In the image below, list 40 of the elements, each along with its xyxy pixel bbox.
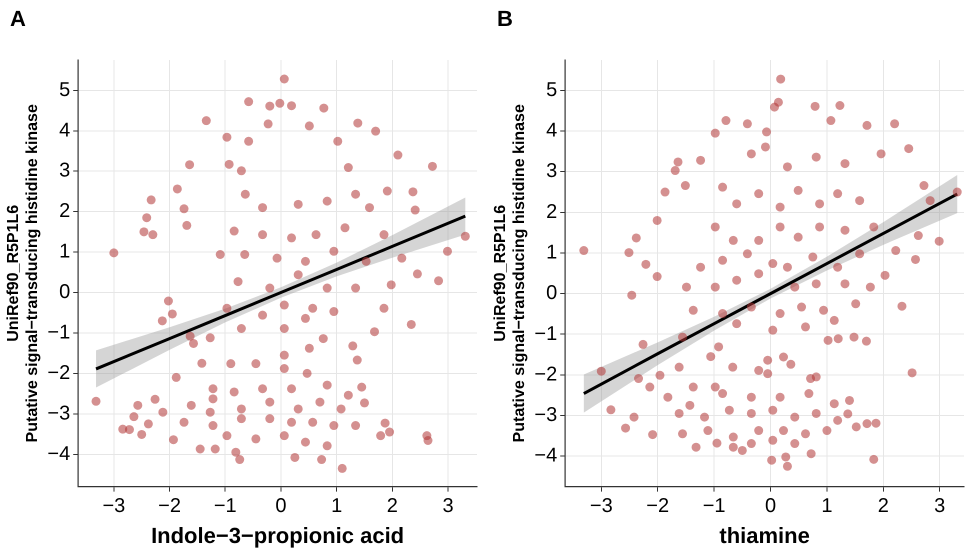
y-tick-label: −4 (47, 442, 70, 465)
x-tick-label: 0 (275, 495, 287, 518)
y-tick-label: 4 (59, 119, 70, 142)
y-tick-label: 5 (59, 78, 70, 101)
y-tick-label: −2 (534, 363, 558, 386)
x-axis-title: Indole−3−propionic acid (151, 522, 404, 548)
x-tick-label: −2 (158, 495, 181, 518)
y-tick-label: 3 (546, 160, 558, 182)
x-tick-label: −1 (214, 495, 237, 518)
y-tick-label: −3 (534, 404, 558, 426)
x-tick-label: 3 (934, 495, 946, 518)
x-tick-label: −1 (702, 495, 726, 518)
x-tick-label: 2 (386, 495, 398, 518)
y-tick-label: −2 (47, 362, 70, 384)
y-tick-label: −1 (534, 322, 558, 345)
x-tick-label: 2 (878, 495, 889, 518)
y-tick-label: 3 (59, 160, 70, 182)
y-tick-label: 0 (59, 281, 70, 304)
x-tick-label: −3 (102, 495, 126, 518)
y-axis-title: UniRef90_R5P1L6 Putative signal−transducing histidine kinase (5, 104, 42, 442)
x-tick-label: 1 (331, 495, 342, 518)
x-tick-label: 0 (764, 495, 776, 518)
y-tick-label: 1 (546, 242, 558, 264)
y-tick-label: 2 (59, 200, 70, 222)
y-tick-label: 4 (546, 120, 558, 142)
x-tick-label: 1 (821, 495, 832, 518)
x-tick-label: −2 (646, 495, 670, 518)
y-axis-title: UniRef90_R5P1L6 Putative signal−transducing histidine kinase (492, 104, 528, 442)
x-tick-label: −3 (590, 495, 613, 518)
y-tick-label: 2 (546, 200, 558, 223)
y-tick-label: 0 (546, 282, 558, 304)
chart-title: A (10, 6, 26, 32)
y-tick-label: −4 (534, 444, 558, 467)
x-axis-title: thiamine (719, 522, 810, 548)
chart-title: B (497, 6, 513, 32)
y-tick-label: −3 (47, 402, 70, 424)
y-tick-label: −1 (47, 321, 70, 344)
x-tick-label: 3 (442, 495, 454, 518)
y-tick-label: 5 (546, 78, 558, 101)
y-tick-label: 1 (59, 240, 70, 263)
